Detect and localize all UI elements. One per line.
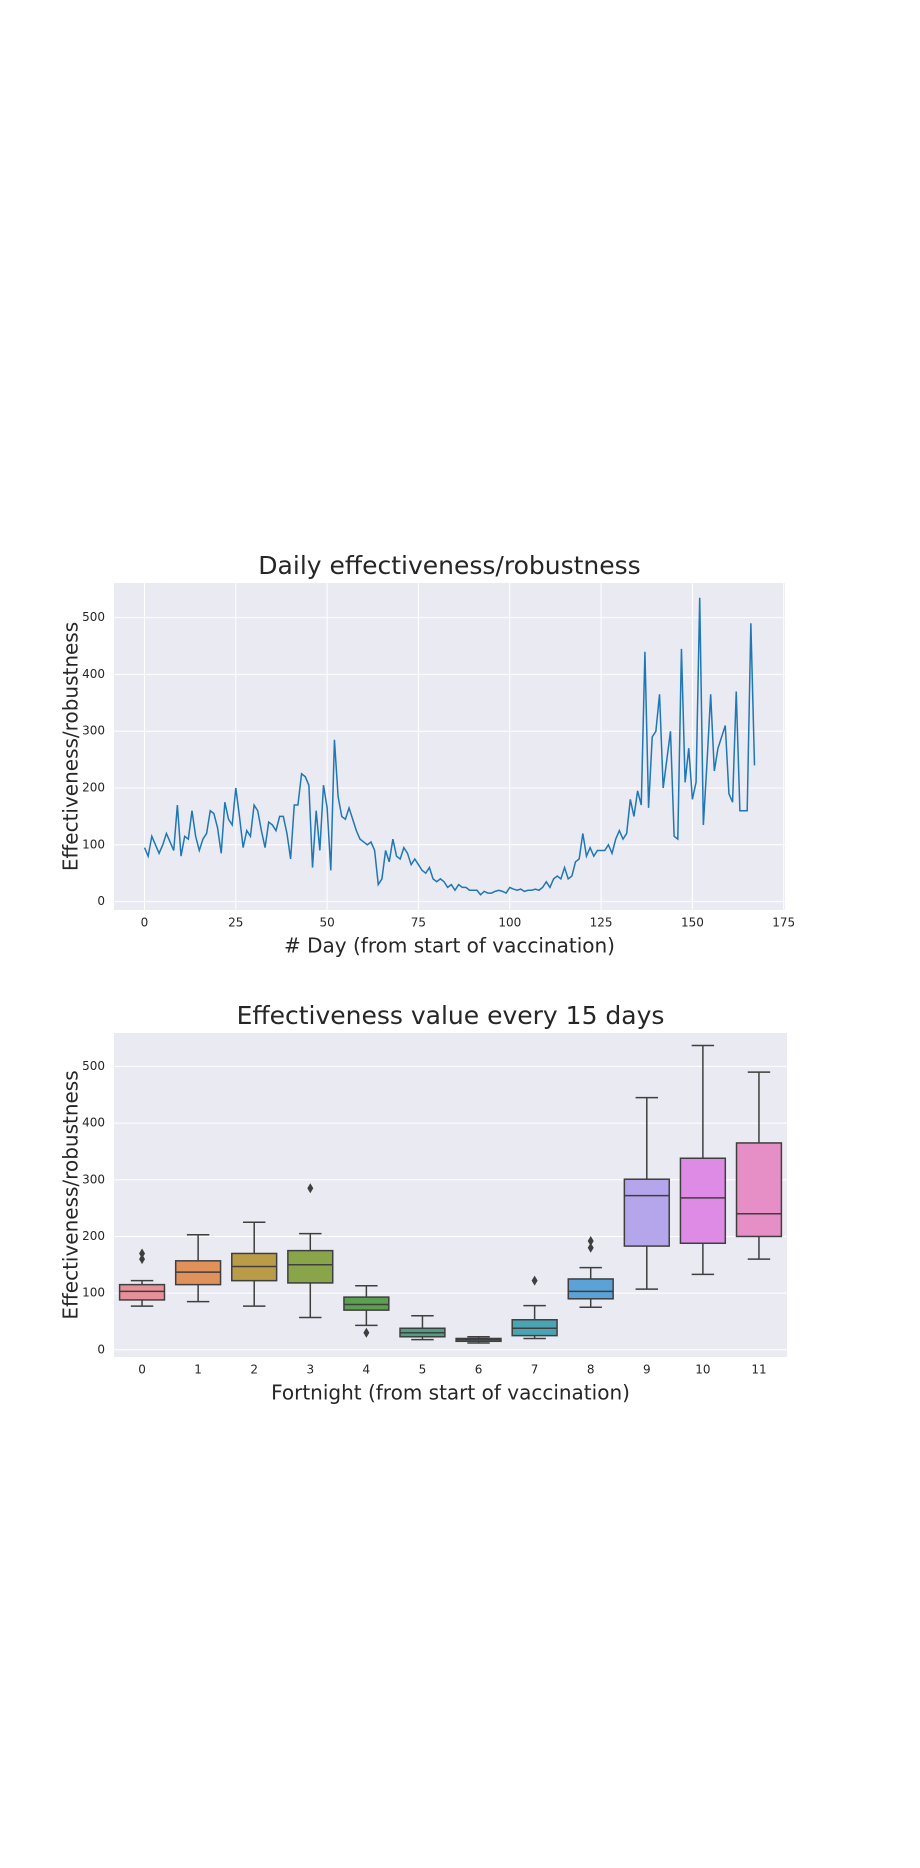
x-tick-label: 25 (228, 916, 243, 930)
flier (307, 1183, 314, 1194)
x-tick-label: 0 (138, 1363, 146, 1377)
x-tick-label: 5 (419, 1363, 427, 1377)
y-tick-label: 300 (82, 724, 105, 738)
x-tick-label: 125 (590, 916, 613, 930)
y-tick-label: 100 (82, 837, 105, 851)
y-tick-label: 400 (82, 1116, 105, 1130)
flier (587, 1242, 594, 1253)
y-tick-label: 500 (82, 1059, 105, 1073)
chart: 0 100 200 300 400 500 0 25 50 75 100 125 150 175 Daily… (59, 551, 796, 958)
y-tick-label: 400 (82, 667, 105, 681)
box (567, 1278, 614, 1300)
y-tick-label: 200 (82, 1229, 105, 1243)
flier (587, 1235, 594, 1246)
plot-area (114, 1033, 787, 1357)
flier (531, 1275, 538, 1286)
box (679, 1157, 727, 1245)
flier (139, 1254, 146, 1265)
flier (139, 1248, 146, 1259)
x-tick-label: 10 (695, 1363, 710, 1377)
x-tick-label: 2 (250, 1363, 258, 1377)
x-tick-label: 100 (498, 916, 521, 930)
x-tick-label: 8 (587, 1363, 595, 1377)
y-tick-label: 300 (82, 1172, 105, 1186)
box (343, 1296, 390, 1311)
box (118, 1283, 166, 1301)
x-tick-label: 0 (141, 916, 149, 930)
chart-title: Daily effectiveness/robustness (258, 551, 640, 580)
x-axis-label: # Day (from start of vaccination) (284, 934, 615, 958)
y-axis-label: Effectiveness/robustness (59, 622, 83, 871)
x-tick-label: 9 (643, 1363, 651, 1377)
flier (363, 1327, 370, 1338)
x-tick-label: 50 (319, 916, 334, 930)
x-tick-label: 150 (681, 916, 704, 930)
box (287, 1249, 334, 1284)
x-tick-label: 3 (306, 1363, 314, 1377)
x-tick-label: 6 (475, 1363, 483, 1377)
box (623, 1178, 670, 1247)
y-tick-label: 200 (82, 781, 105, 795)
y-tick-label: 0 (97, 894, 105, 908)
x-axis-label: Fortnight (from start of vaccination) (271, 1381, 630, 1405)
x-tick-label: 4 (363, 1363, 371, 1377)
y-tick-label: 500 (82, 610, 105, 624)
y-axis-label: Effectiveness/robustness (59, 1070, 83, 1319)
x-tick-label: 7 (531, 1363, 539, 1377)
chart-title: Effectiveness value every 15 days (237, 1001, 665, 1030)
box (735, 1142, 783, 1238)
data-line (143, 597, 756, 896)
x-tick-label: 1 (194, 1363, 202, 1377)
y-tick-label: 0 (97, 1342, 105, 1356)
chart: 0 100 200 300 400 500 0 1 2 3 4 5 6 7 8 9 10 11 Effectiven… (59, 1001, 787, 1405)
y-tick-label: 100 (82, 1286, 105, 1300)
x-tick-label: 11 (751, 1363, 766, 1377)
x-tick-label: 75 (411, 916, 426, 930)
plot-area (114, 583, 785, 910)
x-tick-label: 175 (772, 916, 795, 930)
